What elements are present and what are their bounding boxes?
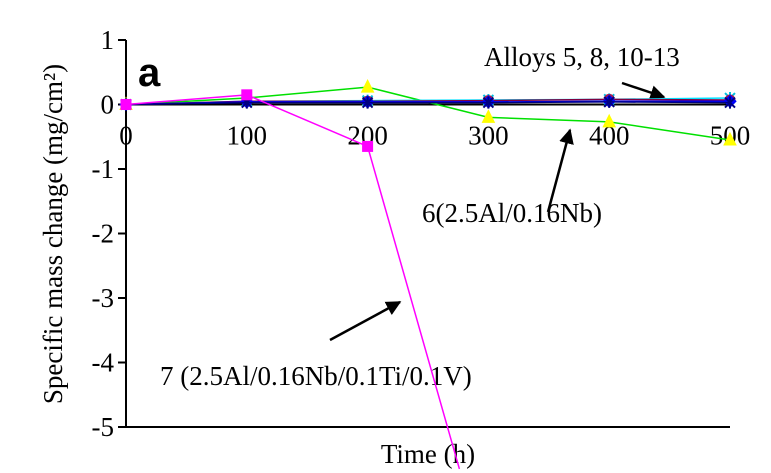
marker [723, 131, 737, 146]
y-tick-label: -4 [92, 348, 115, 378]
y-tick-label: -5 [92, 412, 115, 442]
annotation: 7 (2.5Al/0.16Nb/0.1Ti/0.1V) [160, 361, 472, 391]
arrow [546, 128, 574, 213]
marker [120, 99, 132, 110]
marker [603, 95, 615, 108]
x-axis-label: Time (h) [381, 439, 475, 469]
y-tick-label: 1 [101, 25, 115, 55]
y-tick-label: -3 [92, 283, 115, 313]
annotation: 6(2.5Al/0.16Nb) [422, 198, 602, 228]
x-tick-label: 100 [227, 121, 268, 151]
series-line [125, 86, 731, 141]
marker [724, 96, 736, 109]
panel-label: a [138, 51, 161, 95]
marker [602, 113, 617, 128]
annotation: Alloys 5, 8, 10-13 [484, 42, 680, 72]
x-tick-label: 300 [468, 121, 509, 151]
y-axis-label: Specific mass change (mg/cm²) [38, 64, 68, 404]
marker [241, 89, 253, 101]
series-line [125, 94, 461, 470]
y-tick-label: -1 [92, 154, 115, 184]
arrow [329, 300, 402, 342]
arrow [621, 81, 666, 100]
marker [362, 140, 374, 152]
series-line [125, 101, 731, 106]
marker [481, 109, 496, 123]
y-tick-label: -2 [92, 219, 115, 249]
x-tick-label: 0 [119, 121, 133, 151]
marker [361, 96, 374, 109]
y-tick-label: 0 [101, 90, 115, 120]
marker [482, 96, 495, 109]
marker [360, 78, 375, 93]
